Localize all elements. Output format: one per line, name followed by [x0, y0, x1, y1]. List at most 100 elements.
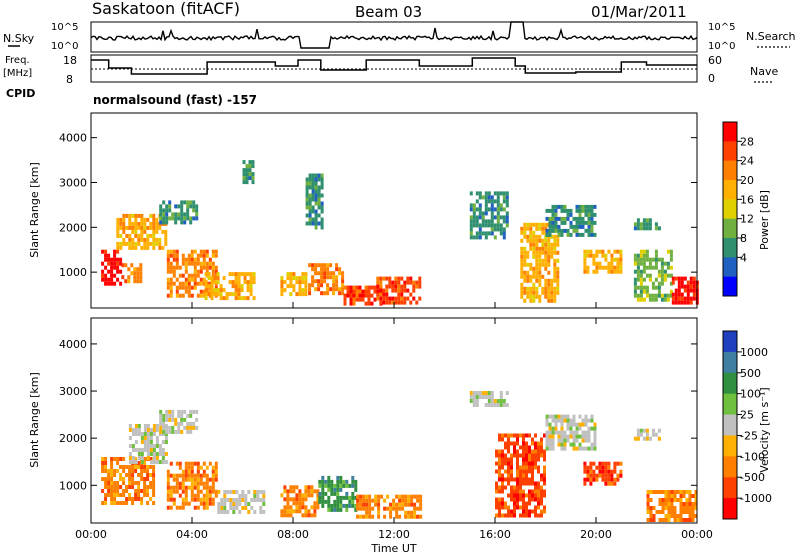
- nsky-trace: [90, 21, 698, 49]
- echo-cell: [531, 441, 534, 446]
- echo-cell: [529, 274, 533, 279]
- echo-cell: [499, 227, 503, 232]
- echo-cell: [520, 266, 524, 271]
- echo-cell: [308, 283, 312, 288]
- colorbar-tick-label: 500: [740, 367, 761, 380]
- echo-cell: [286, 497, 290, 502]
- echo-cell: [335, 267, 339, 272]
- echo-cell: [516, 453, 519, 458]
- echo-cell: [584, 430, 588, 435]
- echo-cell: [566, 414, 570, 419]
- echo-cell: [139, 263, 143, 268]
- echo-cell: [526, 222, 530, 227]
- echo-cell: [140, 452, 144, 456]
- colorbar-tick-label: 1000: [740, 346, 768, 359]
- echo-cell: [545, 216, 549, 221]
- echo-cell: [251, 160, 255, 165]
- echo-cell: [181, 477, 185, 482]
- echo-cell: [572, 434, 576, 439]
- echo-cell: [528, 481, 531, 486]
- echo-cell: [341, 287, 345, 292]
- echo-cell: [520, 246, 524, 251]
- echo-cell: [113, 489, 117, 493]
- echo-cell: [472, 219, 476, 224]
- echo-cell: [283, 489, 287, 494]
- echo-cell: [238, 494, 242, 498]
- echo-cell: [368, 510, 372, 515]
- echo-cell: [493, 191, 497, 196]
- echo-cell: [660, 293, 664, 298]
- echo-cell: [586, 253, 590, 258]
- echo-cell: [525, 461, 528, 466]
- echo-cell: [205, 493, 209, 498]
- echo-cell: [187, 285, 191, 290]
- echo-cell: [419, 498, 423, 503]
- echo-cell: [636, 293, 640, 298]
- echo-cell: [199, 489, 203, 494]
- echo-cell: [496, 215, 500, 220]
- echo-cell: [370, 301, 374, 306]
- echo-cell: [289, 284, 293, 289]
- echo-cell: [537, 449, 540, 454]
- echo-cell: [694, 514, 698, 518]
- echo-cell: [199, 281, 203, 286]
- echo-cell: [252, 296, 256, 301]
- echo-cell: [520, 282, 524, 287]
- echo-cell: [175, 477, 179, 482]
- echo-cell: [535, 266, 539, 271]
- echo-cell: [168, 413, 172, 418]
- echo-cell: [540, 509, 543, 514]
- echo-cell: [528, 453, 531, 458]
- echo-cell: [556, 258, 560, 263]
- echo-cell: [119, 465, 123, 469]
- echo-cell: [190, 461, 194, 466]
- echo-cell: [122, 465, 126, 469]
- echo-cell: [146, 489, 150, 493]
- echo-cell: [566, 434, 570, 439]
- echo-cell: [520, 270, 524, 275]
- echo-cell: [178, 285, 182, 290]
- colorbar-swatch: [723, 218, 737, 239]
- echo-cell: [320, 275, 324, 280]
- echo-cell: [207, 276, 211, 281]
- echo-cell: [660, 265, 664, 270]
- echo-cell: [327, 495, 331, 500]
- echo-cell: [214, 269, 218, 274]
- echo-cell: [140, 229, 144, 234]
- echo-cell: [190, 249, 194, 254]
- echo-cell: [169, 269, 173, 274]
- echo-cell: [168, 409, 172, 414]
- echo-cell: [158, 241, 162, 246]
- echo-cell: [193, 473, 197, 478]
- echo-cell: [143, 448, 147, 452]
- echo-cell: [323, 267, 327, 272]
- echo-cell: [241, 494, 245, 498]
- echo-cell: [113, 481, 117, 485]
- echo-cell: [520, 294, 524, 299]
- echo-cell: [501, 489, 504, 494]
- echo-cell: [320, 209, 324, 214]
- echo-cell: [595, 473, 599, 478]
- echo-cell: [317, 173, 321, 178]
- echo-cell: [308, 193, 312, 198]
- echo-cell: [667, 490, 671, 494]
- echo-cell: [175, 261, 179, 266]
- echo-cell: [498, 433, 501, 438]
- echo-cell: [648, 218, 652, 223]
- echo-cell: [551, 220, 555, 225]
- echo-cell: [616, 461, 620, 466]
- echo-cell: [119, 245, 123, 250]
- echo-cell: [181, 261, 185, 266]
- echo-cell: [101, 465, 105, 469]
- echo-cell: [365, 506, 369, 511]
- echo-cell: [121, 263, 125, 268]
- echo-cell: [169, 285, 173, 290]
- echo-cell: [478, 203, 482, 208]
- echo-cell: [523, 274, 527, 279]
- echo-cell: [356, 494, 360, 499]
- echo-cell: [658, 490, 662, 494]
- echo-cell: [519, 513, 522, 518]
- echo-cell: [385, 288, 389, 293]
- echo-cell: [660, 261, 664, 266]
